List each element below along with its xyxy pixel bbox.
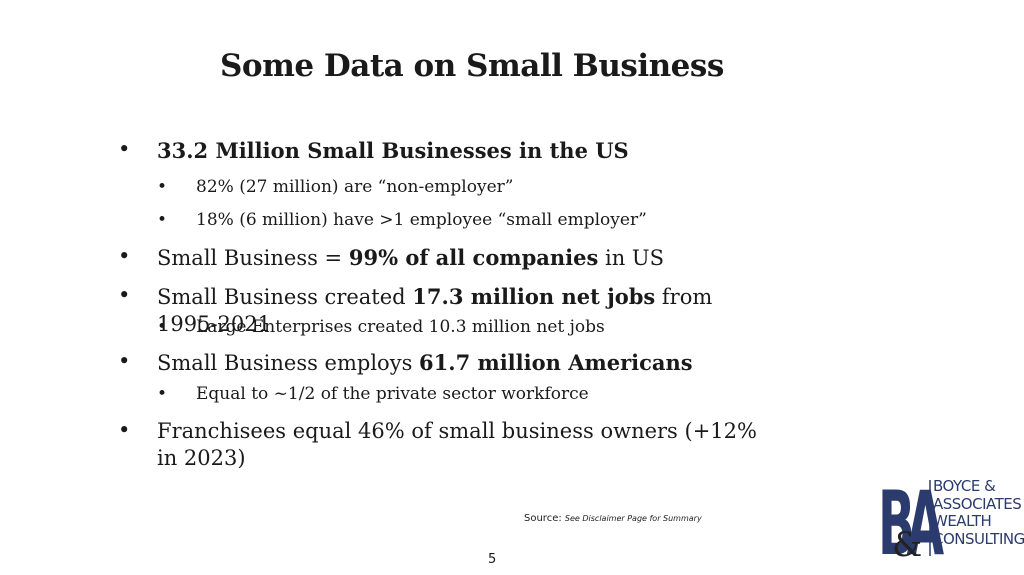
bullet-text-bold: 17.3 million net jobs xyxy=(412,284,656,309)
bullet-text-pre: Small Business created xyxy=(157,285,413,309)
sub-bullet-large-enterprises: • Large Enterprises created 10.3 million… xyxy=(157,317,605,337)
bullet-marker: • xyxy=(118,244,131,268)
page-number: 5 xyxy=(488,552,497,567)
bullet-employs-americans: • Small Business employs 61.7 million Am… xyxy=(118,349,778,377)
bullet-text-post: in US xyxy=(598,246,664,270)
bullet-text-pre: Small Business employs xyxy=(157,351,420,375)
sub-bullet-workforce: • Equal to ~1/2 of the private sector wo… xyxy=(157,384,589,404)
logo-monogram-a: A xyxy=(907,478,944,558)
bullet-small-business-count: • 33.2 Million Small Businesses in the U… xyxy=(118,137,778,164)
bullet-text: Large Enterprises created 10.3 million n… xyxy=(196,317,605,337)
bullet-text-bold: 61.7 million Americans xyxy=(419,350,693,375)
logo-line-3: WEALTH xyxy=(933,512,992,531)
bullet-text: Small Business = 99% of all companies in… xyxy=(157,244,778,272)
bullet-text: 33.2 Million Small Businesses in the US xyxy=(157,138,629,163)
bullet-text: 18% (6 million) have >1 employee “small … xyxy=(196,210,647,230)
source-note: See Disclaimer Page for Summary xyxy=(564,514,702,523)
bullet-text: Small Business employs 61.7 million Amer… xyxy=(157,349,778,377)
bullet-marker: • xyxy=(118,349,131,373)
source-label: Source: xyxy=(524,513,562,524)
logo-monogram-b: B xyxy=(878,478,915,558)
slide-title: Some Data on Small Business xyxy=(220,48,724,84)
bullet-text-post: from 1995-2021 xyxy=(157,285,713,336)
bullet-marker: • xyxy=(118,137,131,161)
bullet-marker: • xyxy=(157,210,168,230)
bullet-marker: • xyxy=(118,283,131,307)
sub-bullet-small-employer: • 18% (6 million) have >1 employee “smal… xyxy=(157,210,647,230)
logo-monogram-amp: & xyxy=(892,525,922,558)
bullet-text: 82% (27 million) are “non-employer” xyxy=(196,177,514,197)
source-citation: Source: See Disclaimer Page for Summary xyxy=(524,513,702,524)
bullet-text-bold: 99% of all companies xyxy=(348,245,599,270)
logo-line-1: BOYCE & xyxy=(933,477,996,495)
logo-wordmark: BOYCE & ASSOCIATES WEALTH CONSULTING xyxy=(933,477,1024,548)
sub-bullet-non-employer: • 82% (27 million) are “non-employer” xyxy=(157,177,513,197)
bullet-text: Small Business created 17.3 million net … xyxy=(157,283,778,338)
logo-line-2: ASSOCIATES xyxy=(933,494,1022,513)
bullet-text: Franchisees equal 46% of small business … xyxy=(157,419,757,470)
bullet-marker: • xyxy=(157,384,168,404)
bullet-text-pre: Small Business = xyxy=(157,246,349,270)
bullet-percent-companies: • Small Business = 99% of all companies … xyxy=(118,244,778,272)
logo-line-4: CONSULTING xyxy=(933,529,1024,548)
bullet-marker: • xyxy=(118,418,131,442)
company-logo: B A & xyxy=(878,478,944,558)
bullet-franchisees: • Franchisees equal 46% of small busines… xyxy=(118,418,768,472)
bullet-net-jobs: • Small Business created 17.3 million ne… xyxy=(118,283,778,338)
bullet-text: Equal to ~1/2 of the private sector work… xyxy=(196,384,589,404)
bullet-marker: • xyxy=(157,317,168,337)
bullet-marker: • xyxy=(157,177,168,197)
